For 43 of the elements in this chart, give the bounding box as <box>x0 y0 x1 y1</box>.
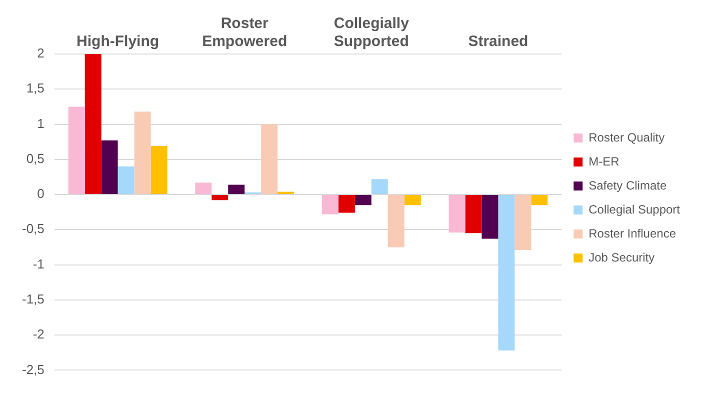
legend-label: Job Security <box>588 250 655 264</box>
bar <box>482 195 498 239</box>
legend-label: M-ER <box>588 154 620 168</box>
y-tick-label: -0,5 <box>22 221 44 236</box>
y-tick-label: 1 <box>37 116 44 131</box>
bar <box>371 179 388 194</box>
bar <box>498 195 515 351</box>
bar <box>322 195 338 214</box>
y-tick-label: -1,5 <box>22 292 44 307</box>
x-tick-label: Collegially Supported <box>334 15 410 50</box>
bar <box>195 182 212 194</box>
y-tick-label: 0,5 <box>26 150 44 166</box>
y-tick-label: 2 <box>37 46 44 61</box>
legend-label: Safety Climate <box>588 178 667 192</box>
bar <box>531 195 548 206</box>
bar <box>150 146 168 194</box>
y-tick-label: -2 <box>32 326 44 342</box>
x-tick-label: High-Flying <box>76 33 160 50</box>
legend-label: Collegial Support <box>588 202 681 216</box>
bar <box>134 112 151 194</box>
bar <box>118 166 134 194</box>
x-tick-label: Strained <box>468 33 528 50</box>
y-tick-label: -2,5 <box>22 362 44 377</box>
bar <box>84 54 102 194</box>
legend-label: Roster Influence <box>588 226 676 240</box>
bar <box>212 195 228 200</box>
bar <box>404 195 421 206</box>
bar <box>338 195 355 213</box>
bar <box>448 195 466 232</box>
bar <box>465 195 482 234</box>
y-tick-label: 0 <box>37 186 44 202</box>
bar <box>68 106 85 194</box>
bar <box>228 184 245 194</box>
bar <box>388 195 404 248</box>
y-tick-label: -1 <box>32 256 44 272</box>
bar <box>354 195 372 206</box>
bar <box>514 195 532 250</box>
y-tick-label: 1,5 <box>26 80 44 96</box>
bar <box>101 140 118 194</box>
legend-label: Roster Quality <box>588 130 665 144</box>
x-tick-label: Roster Empowered <box>202 15 288 50</box>
bar <box>278 192 294 194</box>
bar <box>261 124 278 194</box>
